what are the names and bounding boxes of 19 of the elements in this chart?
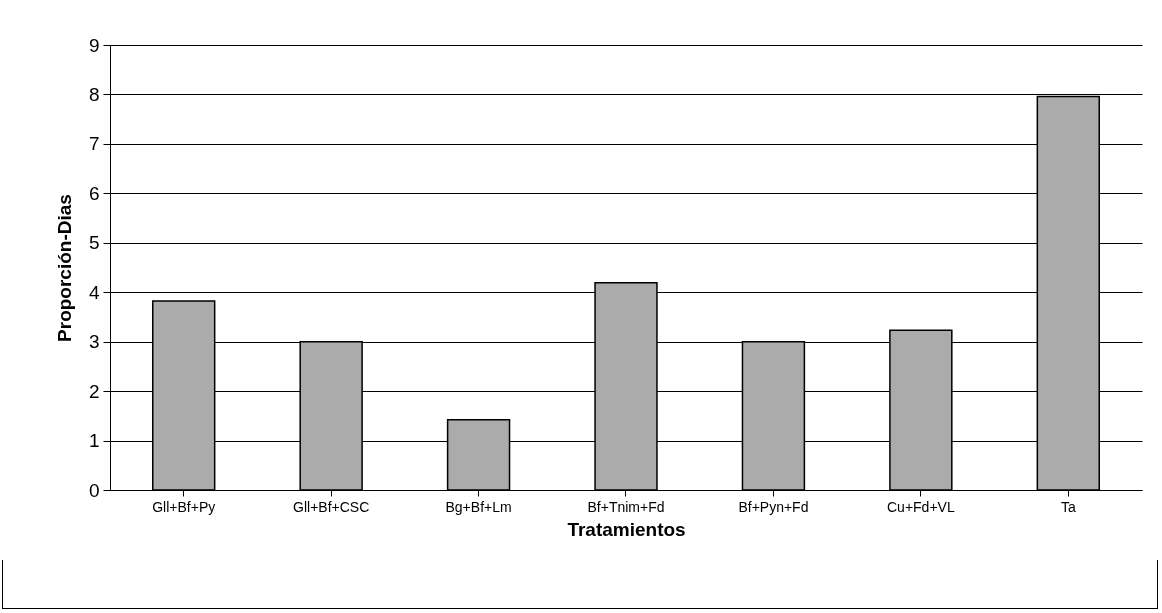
y-tick-label: 5 bbox=[88, 232, 100, 254]
x-tick-label: Bf+Pyn+Fd bbox=[738, 498, 809, 515]
x-tick-label: Gll+Bf+Py bbox=[152, 498, 216, 515]
y-tick-label: 2 bbox=[88, 380, 100, 402]
x-tick-label: Bg+Bf+Lm bbox=[445, 498, 512, 515]
y-tick-label: 4 bbox=[88, 281, 100, 303]
y-tick-label: 6 bbox=[88, 182, 100, 204]
y-tick-label: 9 bbox=[88, 34, 100, 56]
y-tick-label: 0 bbox=[88, 479, 100, 501]
x-tick-label: Bf+Tnim+Fd bbox=[587, 498, 665, 515]
y-tick-label: 3 bbox=[88, 331, 100, 353]
x-tick-label: Gll+Bf+CSC bbox=[293, 498, 370, 515]
x-axis-title: Tratamientos bbox=[567, 518, 686, 540]
y-tick-label: 1 bbox=[88, 430, 100, 452]
x-tick-label: Cu+Fd+VL bbox=[887, 498, 955, 515]
y-tick-label: 8 bbox=[88, 83, 100, 105]
x-tick-label: Ta bbox=[1060, 498, 1076, 515]
y-tick-label: 7 bbox=[88, 133, 100, 155]
y-axis-title: Proporción-Dias bbox=[53, 194, 75, 342]
